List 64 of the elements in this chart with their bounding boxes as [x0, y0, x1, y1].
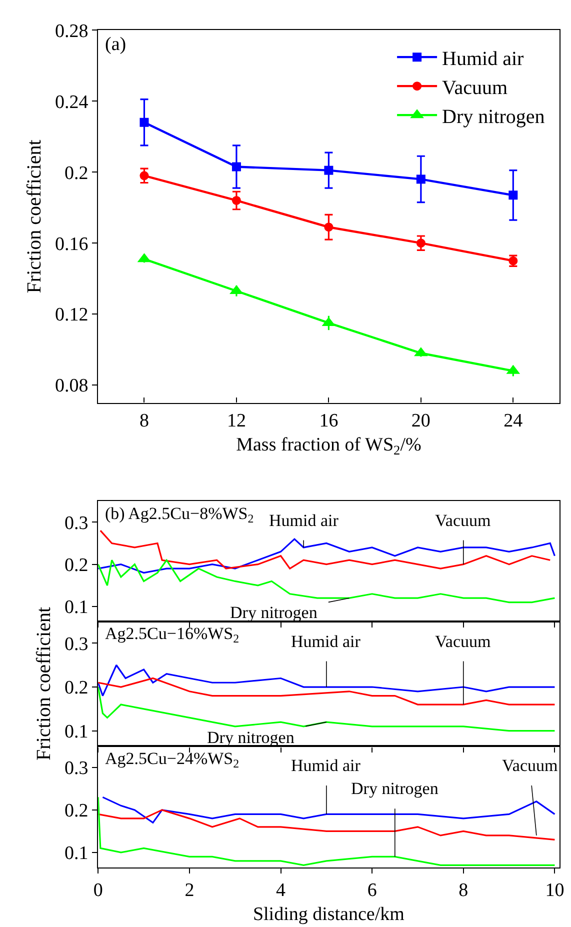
annotation: Humid air	[291, 632, 361, 651]
line-series	[98, 809, 556, 840]
point	[416, 238, 426, 248]
line-series	[98, 796, 556, 866]
legend-label: Vacuum	[442, 76, 508, 99]
y-axis-title: Friction coefficient	[32, 606, 55, 760]
legend-label: Dry nitrogen	[442, 106, 545, 128]
line-series	[98, 677, 556, 706]
chart-title: (a)	[105, 34, 126, 55]
line-series	[98, 538, 556, 574]
y-tick-label: 0.12	[54, 304, 88, 326]
annotation: Vacuum	[502, 756, 558, 775]
x-tick-label: 4	[276, 880, 286, 902]
y-tick-label: 0.2	[64, 678, 88, 699]
y-tick-label: 0.28	[54, 20, 88, 42]
x-tick-label: 8	[458, 880, 468, 902]
y-tick-label: 0.3	[64, 758, 88, 780]
x-tick-label: 8	[139, 410, 149, 432]
legend-label: Humid air	[442, 48, 524, 70]
annotation: Vacuum	[435, 632, 491, 651]
x-tick-label: 12	[226, 410, 246, 432]
point	[324, 222, 334, 232]
x-axis-title: Mass fraction of WS$_{2}$/%	[236, 434, 422, 458]
point	[508, 190, 518, 200]
y-tick-label: 0.2	[64, 162, 88, 184]
y-axis-title: Friction coefficient	[23, 139, 46, 294]
x-tick-label: 24	[504, 410, 524, 432]
x-tick-label: 0	[93, 880, 103, 902]
point	[232, 162, 241, 172]
y-tick-label: 0.16	[54, 234, 88, 255]
x-tick-label: 10	[545, 880, 564, 902]
chart-title: (b) Ag2.5Cu−8%WS$_{2}$	[105, 504, 254, 526]
annotation: Dry nitrogen	[351, 779, 439, 798]
annotation: Vacuum	[435, 511, 491, 530]
annotation: Humid air	[291, 756, 361, 775]
line-series	[102, 796, 556, 824]
annotation: Humid air	[269, 511, 339, 530]
point	[232, 196, 241, 205]
y-tick-label: 0.1	[64, 843, 88, 864]
line-series	[98, 664, 556, 697]
x-tick-label: 2	[184, 880, 194, 902]
point	[324, 166, 334, 175]
y-tick-label: 0.3	[64, 634, 88, 655]
x-tick-label: 20	[411, 410, 430, 432]
y-tick-label: 0.2	[64, 800, 88, 822]
point	[140, 118, 149, 127]
y-tick-label: 0.1	[64, 721, 88, 742]
y-tick-label: 0.1	[64, 597, 88, 618]
y-tick-label: 0.3	[64, 512, 88, 534]
annotation: Dry nitrogen	[230, 603, 318, 622]
annotation: Dry nitrogen	[207, 728, 295, 747]
chart-title: Ag2.5Cu−16%WS$_{2}$	[105, 624, 240, 646]
y-tick-label: 0.08	[54, 376, 88, 397]
line-series	[100, 530, 551, 570]
chart-title: Ag2.5Cu−24%WS$_{2}$	[105, 749, 240, 771]
y-tick-label: 0.2	[64, 554, 88, 576]
point	[416, 174, 426, 184]
x-axis-title: Sliding distance/km	[252, 904, 405, 926]
x-tick-label: 16	[319, 410, 338, 432]
line-series	[98, 559, 556, 604]
point	[140, 171, 149, 180]
x-tick-label: 6	[367, 880, 377, 902]
line-series	[98, 686, 556, 732]
y-tick-label: 0.24	[54, 92, 89, 113]
